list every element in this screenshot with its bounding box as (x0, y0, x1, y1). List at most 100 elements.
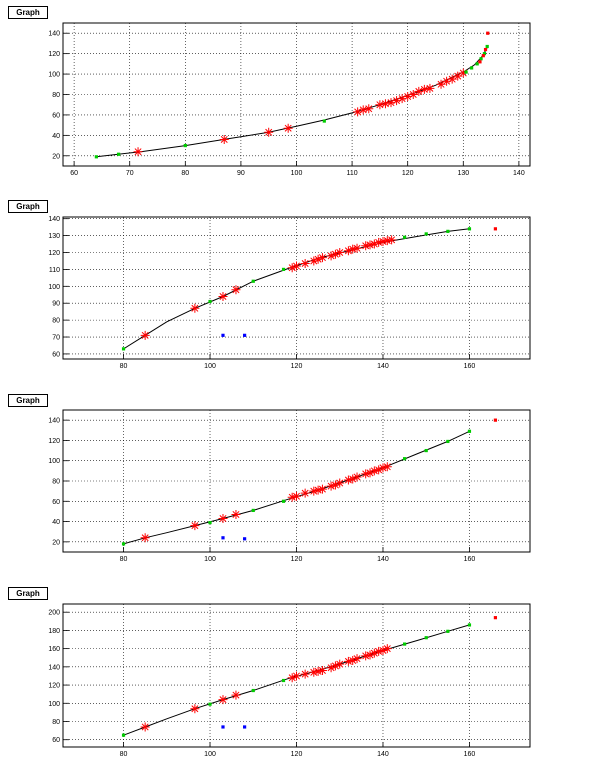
y-tick-label: 120 (48, 683, 60, 690)
plot-2: 80 100 120 140 160 60 70 80 90 100 110 120 130 140 (48, 216, 531, 370)
x-tick-label: 60 (70, 170, 78, 177)
data-point-square (121, 347, 126, 351)
x-tick-label: 120 (402, 170, 414, 177)
x-tick-label: 100 (204, 556, 216, 563)
data-point-square (403, 235, 407, 239)
data-point-square (424, 232, 428, 236)
data-point-star (453, 71, 463, 81)
fit-curve (123, 624, 470, 736)
data-point-square (403, 642, 407, 646)
data-point-star (348, 244, 358, 254)
data-point-star (375, 100, 385, 110)
x-tick-label: 140 (513, 170, 525, 177)
data-point-star (378, 237, 388, 247)
data-point-star (300, 669, 310, 679)
x-tick-label: 120 (291, 556, 303, 563)
fit-curve (123, 228, 470, 350)
y-tick-label: 140 (48, 664, 60, 671)
y-tick-label: 110 (49, 267, 60, 274)
data-point-square (94, 155, 98, 159)
data-point-star (264, 127, 274, 137)
data-point-star (335, 659, 345, 669)
data-point-star (309, 667, 319, 677)
data-point-star (458, 68, 468, 78)
data-point-star (386, 98, 396, 108)
x-tick-label: 120 (291, 363, 303, 370)
data-point-star (292, 261, 301, 271)
y-tick-label: 100 (48, 72, 60, 79)
data-point-star (343, 475, 353, 485)
y-tick-label: 80 (52, 479, 60, 486)
data-point-square (482, 52, 487, 56)
data-point-star (378, 463, 388, 473)
y-tick-label: 80 (52, 92, 60, 99)
y-tick-label: 60 (52, 499, 60, 506)
data-point-square (478, 60, 482, 64)
y-tick-label: 40 (52, 133, 60, 140)
data-point-star (358, 105, 368, 115)
data-point-square (479, 57, 483, 61)
data-point-star (348, 474, 358, 484)
data-point-square (251, 688, 255, 693)
data-point-star (140, 330, 150, 340)
x-tick-label: 110 (347, 170, 358, 177)
data-point-star (330, 480, 340, 490)
data-point-star (219, 134, 229, 144)
data-point-square (221, 725, 225, 729)
y-tick-label: 100 (48, 458, 60, 465)
x-tick-label: 140 (377, 363, 389, 370)
data-point-star (300, 488, 310, 498)
data-point-star (309, 486, 319, 496)
data-point-star (140, 722, 150, 732)
y-tick-label: 80 (52, 719, 60, 726)
y-tick-label: 140 (48, 31, 60, 38)
fit-curve (123, 430, 470, 545)
data-point-star (326, 481, 336, 491)
y-tick-label: 80 (52, 318, 60, 325)
data-point-square (208, 702, 212, 706)
y-tick-label: 120 (48, 438, 60, 445)
y-tick-label: 200 (48, 610, 60, 617)
data-point-star (392, 96, 402, 106)
data-point-square (243, 333, 247, 337)
graph-title-3: Graph (8, 394, 48, 407)
graph-title-2: Graph (8, 200, 48, 213)
y-tick-label: 160 (48, 646, 60, 653)
x-tick-label: 100 (204, 751, 216, 758)
data-point-star (352, 243, 362, 253)
data-point-star (364, 104, 374, 114)
data-point-square (116, 152, 121, 156)
plot-1: 60 70 80 90 100 110 120 130 140 20 40 60 80 100 120 140 (48, 22, 531, 177)
data-point-star (374, 237, 384, 247)
data-point-star (380, 99, 390, 109)
data-point-star (292, 671, 301, 681)
data-point-square (464, 70, 468, 74)
x-tick-label: 160 (464, 363, 476, 370)
x-tick-label: 100 (204, 363, 216, 370)
data-point-star (369, 239, 379, 249)
y-tick-label: 20 (52, 539, 60, 546)
y-tick-label: 120 (48, 51, 60, 58)
data-point-square (446, 439, 450, 444)
x-tick-label: 140 (377, 751, 389, 758)
data-point-star (343, 246, 353, 256)
data-point-square (481, 54, 485, 58)
data-point-star (365, 650, 375, 660)
data-point-square (424, 636, 428, 640)
data-point-square (208, 520, 212, 525)
data-point-star (403, 92, 413, 102)
x-tick-label: 80 (120, 751, 128, 758)
y-tick-label: 100 (48, 701, 60, 708)
x-tick-label: 80 (120, 363, 128, 370)
data-point-star (374, 646, 384, 656)
data-point-star (361, 469, 371, 479)
data-point-star (361, 241, 371, 251)
x-tick-label: 130 (457, 170, 469, 177)
data-point-star (190, 303, 200, 313)
data-point-star (218, 291, 228, 301)
data-point-star (387, 235, 397, 245)
x-tick-label: 140 (377, 556, 389, 563)
x-tick-label: 160 (464, 751, 476, 758)
data-point-star (330, 249, 340, 259)
data-point-star (283, 123, 293, 133)
